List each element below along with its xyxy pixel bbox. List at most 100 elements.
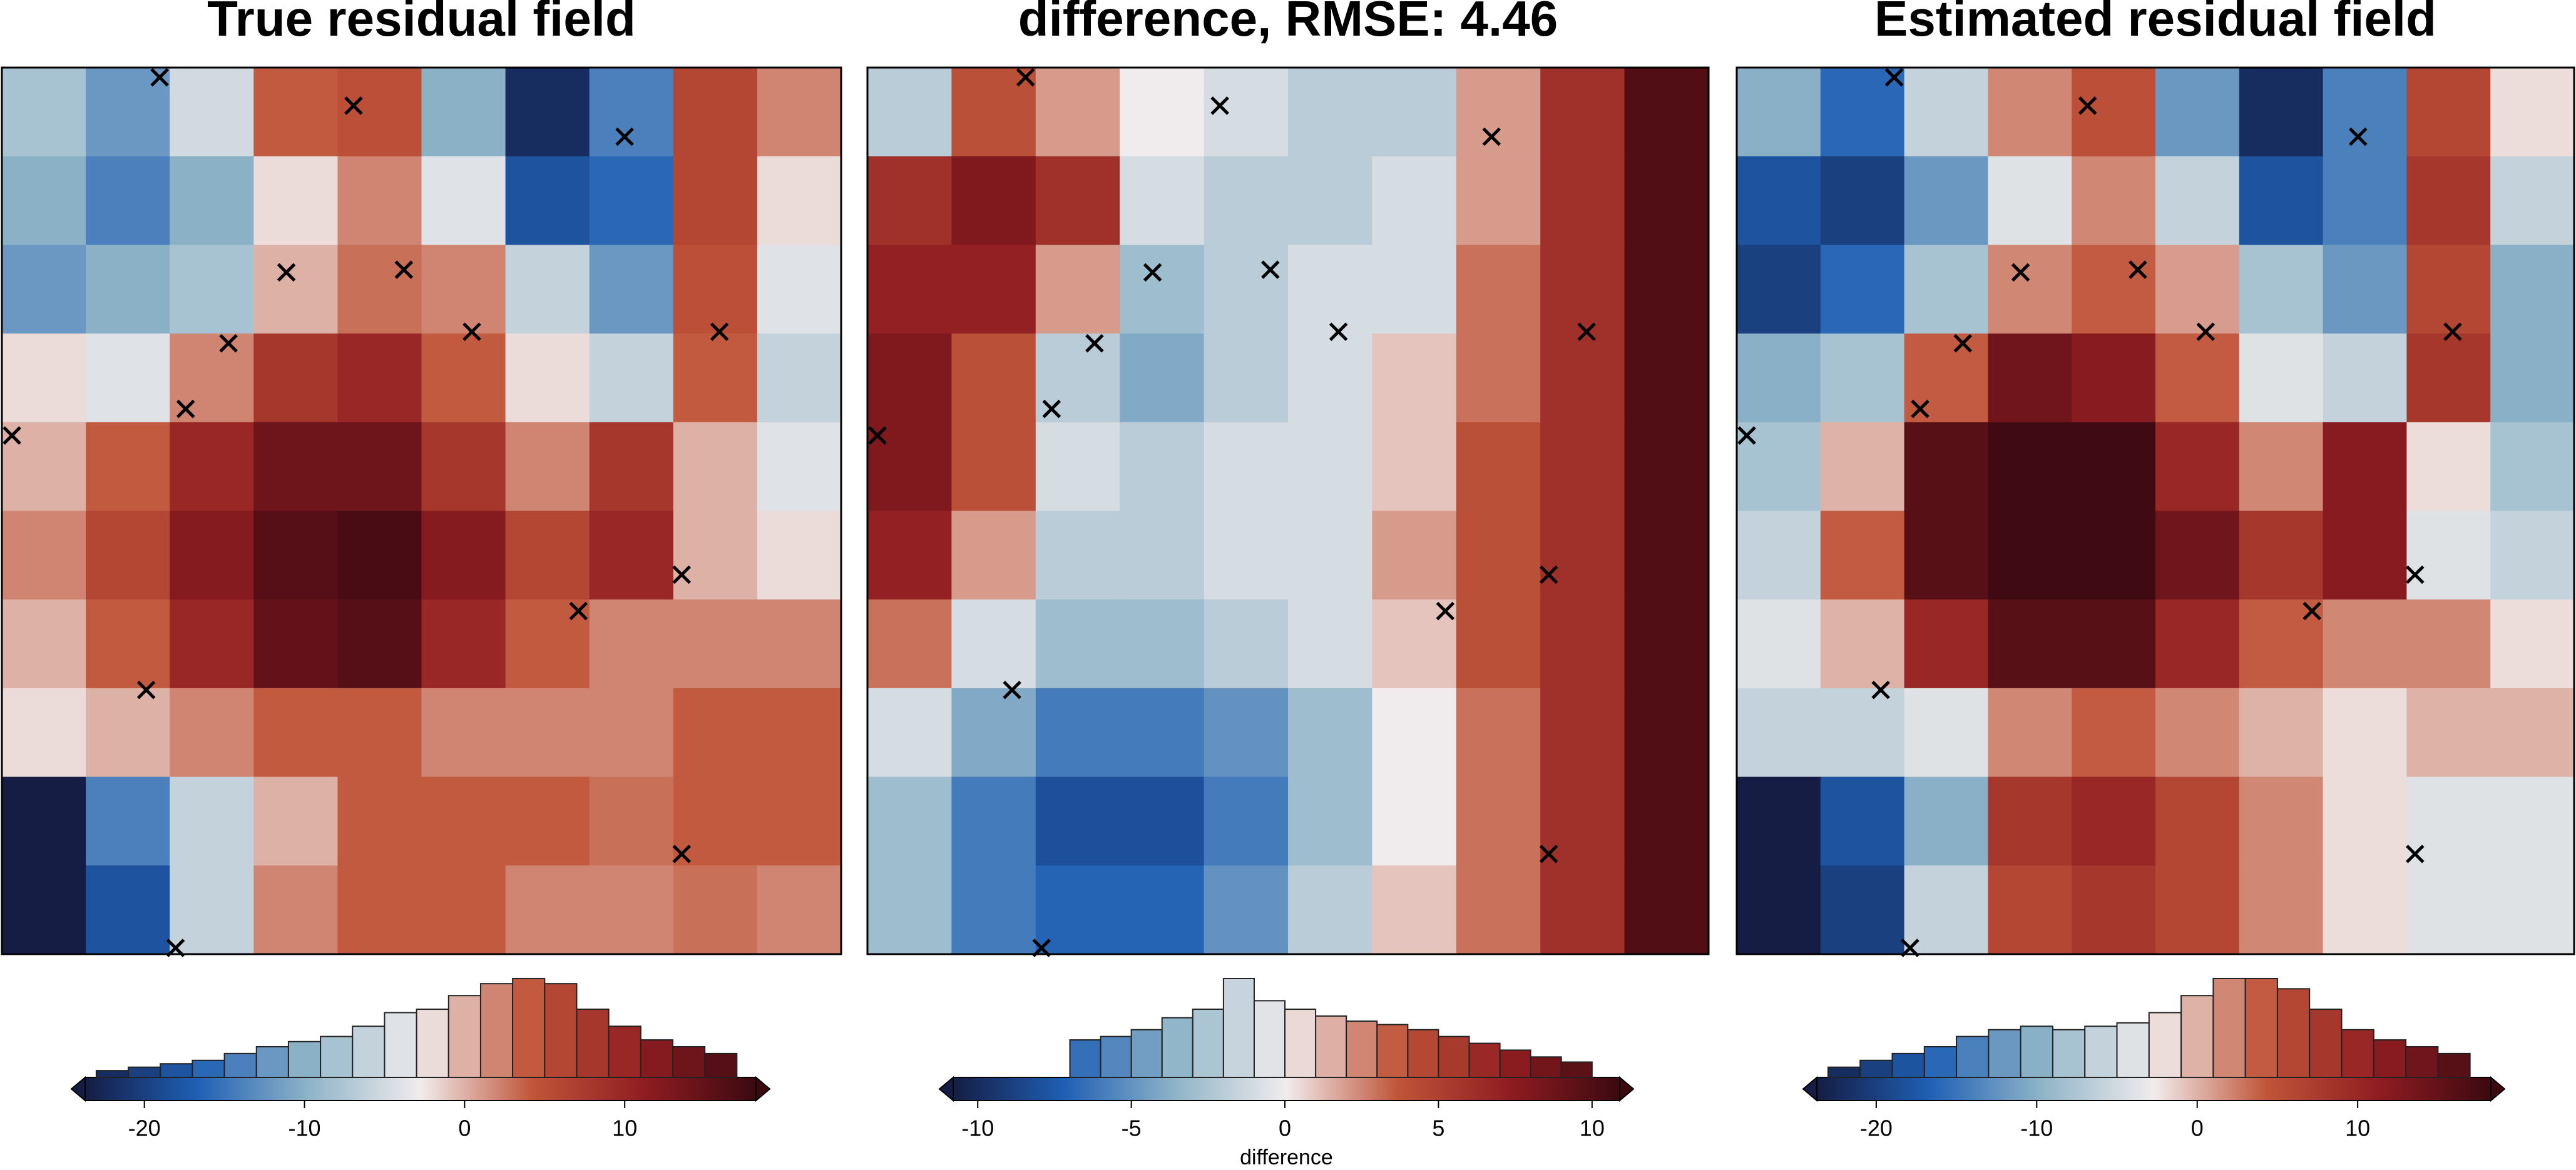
heatmap-cell [253,776,339,867]
heatmap-cell [2,245,86,334]
heatmap-cell [951,776,1036,867]
constraint-point [1482,127,1501,146]
heatmap-cell [2323,776,2408,867]
heatmap-cell [1820,245,1905,334]
heatmap-cell [1035,245,1120,334]
histogram-bar [2405,1045,2439,1079]
histogram-bar [1161,1017,1193,1078]
histogram-bar [160,1063,193,1079]
histogram-bar [416,1009,449,1078]
heatmap-cell [673,333,758,423]
heatmap-cell [1624,422,1709,512]
histogram-bar [1376,1024,1409,1079]
heatmap-cell [1624,333,1709,423]
heatmap-cell [1737,865,1821,955]
heatmap-cell [757,245,842,334]
constraint-point [136,680,156,699]
heatmap-cell [253,688,339,778]
heatmap-cell [867,688,953,778]
constraint-point [2349,127,2368,146]
heatmap-cell [2239,511,2324,600]
heatmap-cell [1988,688,2072,778]
histogram-bar [2309,1009,2343,1078]
constraint-point [1436,601,1455,621]
heatmap-cell [1035,422,1120,512]
heatmap-cell [673,245,758,334]
heatmap-cell [86,599,170,689]
heatmap-cell [1904,599,1989,689]
heatmap-cell [1904,511,1989,600]
heatmap-cell [1988,422,2072,512]
heatmap-cell [1904,333,1989,423]
heatmap-cell [1035,688,1120,778]
heatmap-cell [757,511,842,600]
heatmap-cell [2155,245,2240,334]
constraint-point [1577,322,1596,342]
heatmap-cell [2490,68,2575,157]
heatmap-cell [86,688,170,778]
heatmap-cell [505,333,590,423]
panel-title: True residual field [207,0,636,46]
heatmap-cell [253,333,339,423]
heatmap-cell [1904,245,1989,334]
heatmap-cell [2490,511,2575,600]
heatmap-cell [757,865,842,955]
heatmap-cell [1120,245,1205,334]
heatmap-cell [673,776,758,867]
heatmap-cell [337,333,422,423]
heatmap-cell [2323,688,2408,778]
heatmap-cell [1288,865,1373,955]
heatmap-cell [757,599,842,689]
heatmap-cell [2072,599,2156,689]
constraint-point [1003,680,1021,699]
heatmap-cell [170,688,255,778]
heatmap-cell [1204,865,1289,955]
heatmap-cell [757,422,842,512]
histogram-bar [1956,1035,1990,1079]
heatmap-cell [170,865,255,955]
heatmap-cell [1456,422,1541,512]
histogram-bar [576,1009,610,1078]
panel: True residual field -20 -10 0 10 [1,0,842,1141]
heatmap-cell [1820,422,1905,512]
heatmap-cell [1288,422,1373,512]
heatmap-cell [951,511,1036,600]
heatmap-cell [2239,688,2324,778]
colorbar-tick-label: 10 [2345,1116,2370,1141]
heatmap-cell [2072,776,2156,867]
heatmap-cell [1737,68,1821,157]
heatmap-cell [1120,333,1205,423]
heatmap-cell [1456,245,1541,334]
histogram-bar [384,1012,417,1079]
histogram-bar [479,983,514,1078]
heatmap-cell [86,245,170,334]
heatmap-cell [421,599,506,689]
heatmap-cell [1737,422,1821,512]
heatmap-cell [1737,599,1821,689]
heatmap-cell [1737,511,1821,600]
heatmap-cell [1988,156,2072,246]
colorbar-tick-label: -10 [961,1116,994,1141]
constraint-point [1901,939,1919,957]
heatmap-cell [2072,156,2156,246]
heatmap-cell [867,865,953,955]
histogram-bar [1192,1009,1224,1078]
heatmap-cell [2490,245,2575,334]
heatmap-cell [867,245,953,334]
colorbar-tick-label: 10 [612,1116,637,1141]
heatmap-cell [421,688,506,778]
constraint-point [463,322,481,342]
heatmap-cell [1540,68,1625,157]
heatmap-cell [253,599,339,689]
heatmap-cell [1540,599,1625,689]
histogram-bar [1560,1061,1593,1079]
histogram-bar [1827,1066,1861,1078]
heatmap-cell [1120,865,1205,955]
heatmap-cell [1820,865,1905,955]
heatmap-cell [2406,688,2491,778]
heatmap-cell [1372,156,1457,246]
constraint-point [1042,399,1061,419]
colorbar-extend [2490,1076,2506,1102]
heatmap-cell [253,68,339,157]
colorbar-tick-label: -5 [1122,1116,1142,1141]
